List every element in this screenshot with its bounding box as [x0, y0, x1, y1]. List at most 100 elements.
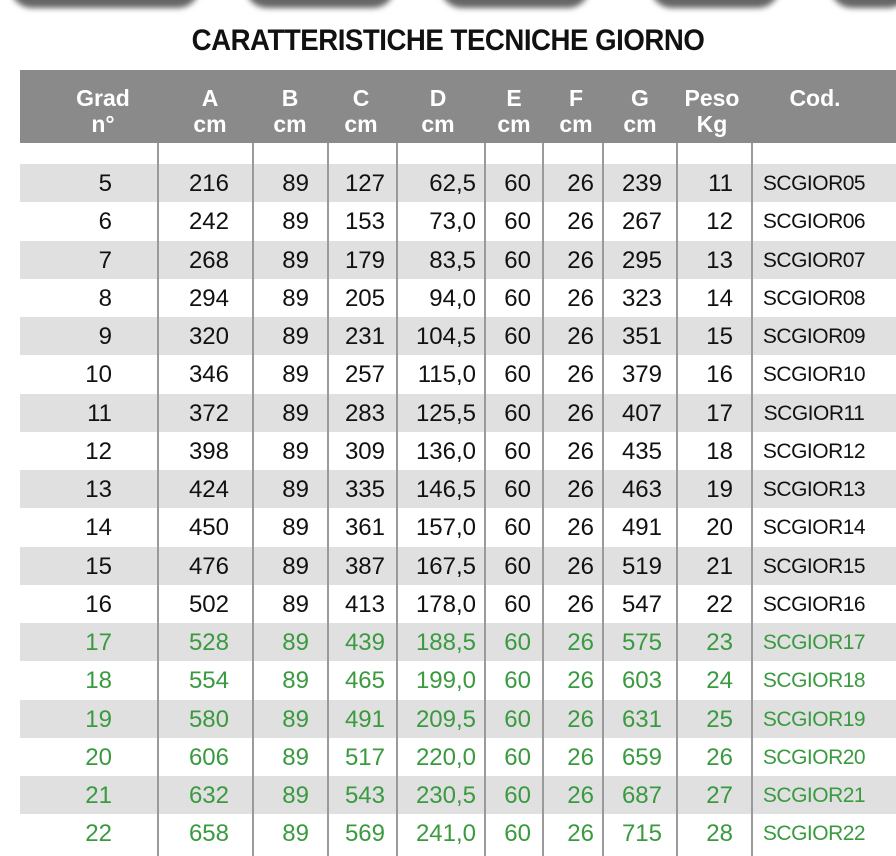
table-cell: 26 [567, 361, 594, 389]
table-cell: 379 [621, 361, 662, 389]
table-cell: 60 [504, 667, 531, 695]
table-cell: 60 [504, 820, 531, 848]
column-divider [252, 143, 254, 856]
table-cell: 26 [567, 208, 594, 236]
table-cell: 543 [344, 782, 385, 809]
decorative-top-shapes [0, 0, 896, 16]
table-cell: 89 [282, 437, 309, 465]
table-cell: 323 [621, 284, 662, 312]
table-row: 21 632 89 543 230,5 60 26 687 27 SCGIOR21 [20, 776, 896, 814]
table-cell: 22 [85, 820, 112, 848]
table-cell: 26 [567, 743, 594, 771]
table-cell: SCGIOR13 [762, 478, 866, 501]
table-cell: 26 [567, 590, 594, 618]
table-cell: 205 [344, 284, 385, 312]
table-cell: 14 [706, 284, 733, 312]
table-row: 15 476 89 387 167,5 60 26 519 21 SCGIOR15 [20, 546, 896, 585]
table-cell: 27 [706, 782, 733, 809]
table-cell: 94,0 [429, 284, 476, 312]
table-cell: 407 [621, 399, 662, 427]
table-cell: 209,5 [415, 705, 476, 733]
table-cell: SCGIOR06 [762, 210, 866, 234]
header-label: cm [421, 111, 455, 137]
header-label: Peso [684, 85, 740, 111]
table-cell: SCGIOR15 [762, 554, 866, 578]
header-label: cm [623, 111, 657, 137]
table-cell: 18 [706, 437, 733, 465]
table-cell: SCGIOR19 [762, 707, 866, 731]
table-cell: 547 [621, 590, 662, 618]
column-divider [484, 143, 486, 856]
table-cell: 435 [621, 437, 662, 465]
column-divider [327, 143, 329, 856]
table-cell: 26 [567, 476, 594, 503]
table-cell: SCGIOR08 [762, 286, 866, 310]
table-cell: 23 [706, 629, 733, 656]
header-label: E [506, 85, 522, 111]
header-label: G [631, 85, 649, 111]
table-cell: 89 [282, 667, 309, 695]
table-cell: 60 [504, 323, 531, 350]
table-cell: 267 [621, 208, 662, 236]
column-header: Peso Kg [662, 85, 762, 137]
table-cell: 167,5 [415, 552, 476, 580]
table-cell: 26 [567, 552, 594, 580]
table-cell: 89 [282, 514, 309, 542]
table-cell: 295 [621, 246, 662, 274]
table-cell: 439 [344, 629, 385, 656]
table-cell: 26 [567, 284, 594, 312]
table-row: 17 528 89 439 188,5 60 26 575 23 SCGIOR17 [20, 623, 896, 661]
table-cell: 22 [706, 590, 733, 618]
table-cell: SCGIOR11 [763, 401, 865, 425]
table-cell: 21 [85, 782, 112, 809]
table-cell: 569 [344, 820, 385, 848]
table-cell: 346 [188, 361, 229, 389]
table-cell: SCGIOR18 [762, 669, 866, 693]
table-cell: 60 [504, 552, 531, 580]
table-cell: 320 [188, 323, 229, 350]
table-cell: 89 [282, 820, 309, 848]
column-header: Cod. [765, 85, 865, 111]
table-cell: 9 [98, 323, 112, 350]
table-cell: 26 [567, 629, 594, 656]
table-cell: 28 [706, 820, 733, 848]
table-cell: 178,0 [415, 590, 476, 618]
table-row: 10 346 89 257 115,0 60 26 379 16 SCGIOR10 [20, 355, 896, 393]
table-cell: SCGIOR22 [762, 822, 866, 846]
table-cell: 26 [567, 667, 594, 695]
table-cell: 528 [188, 629, 229, 656]
table-cell: 188,5 [415, 629, 476, 656]
table-cell: 26 [567, 820, 594, 848]
table-cell: 17 [85, 629, 112, 656]
table-cell: 16 [85, 590, 112, 618]
table-cell: 89 [282, 284, 309, 312]
table-row: 22 658 89 569 241,0 60 26 715 28 SCGIOR22 [20, 814, 896, 852]
table-cell: SCGIOR20 [762, 745, 866, 769]
table-cell: 26 [567, 782, 594, 809]
table-cell: 12 [85, 437, 112, 465]
table-cell: 18 [85, 667, 112, 695]
table-cell: 519 [621, 552, 662, 580]
table-cell: 179 [344, 246, 385, 274]
table-cell: 125,5 [415, 399, 476, 427]
table-cell: 659 [621, 743, 662, 771]
table-cell: 26 [567, 399, 594, 427]
table-cell: 17 [706, 399, 733, 427]
table-cell: 60 [504, 590, 531, 618]
table-cell: 387 [344, 552, 385, 580]
table-cell: 89 [282, 399, 309, 427]
table-cell: 60 [504, 246, 531, 274]
header-label: cm [273, 111, 307, 137]
header-label: F [568, 85, 584, 111]
header-label: D [429, 85, 447, 111]
column-divider [676, 143, 678, 856]
column-divider [751, 143, 753, 856]
table-cell: 361 [344, 514, 385, 542]
table-cell: 11 [708, 170, 733, 197]
table-cell: 14 [85, 514, 112, 542]
header-label: Grad [76, 85, 130, 111]
table-cell: 60 [504, 170, 531, 197]
table-cell: 89 [282, 208, 309, 236]
